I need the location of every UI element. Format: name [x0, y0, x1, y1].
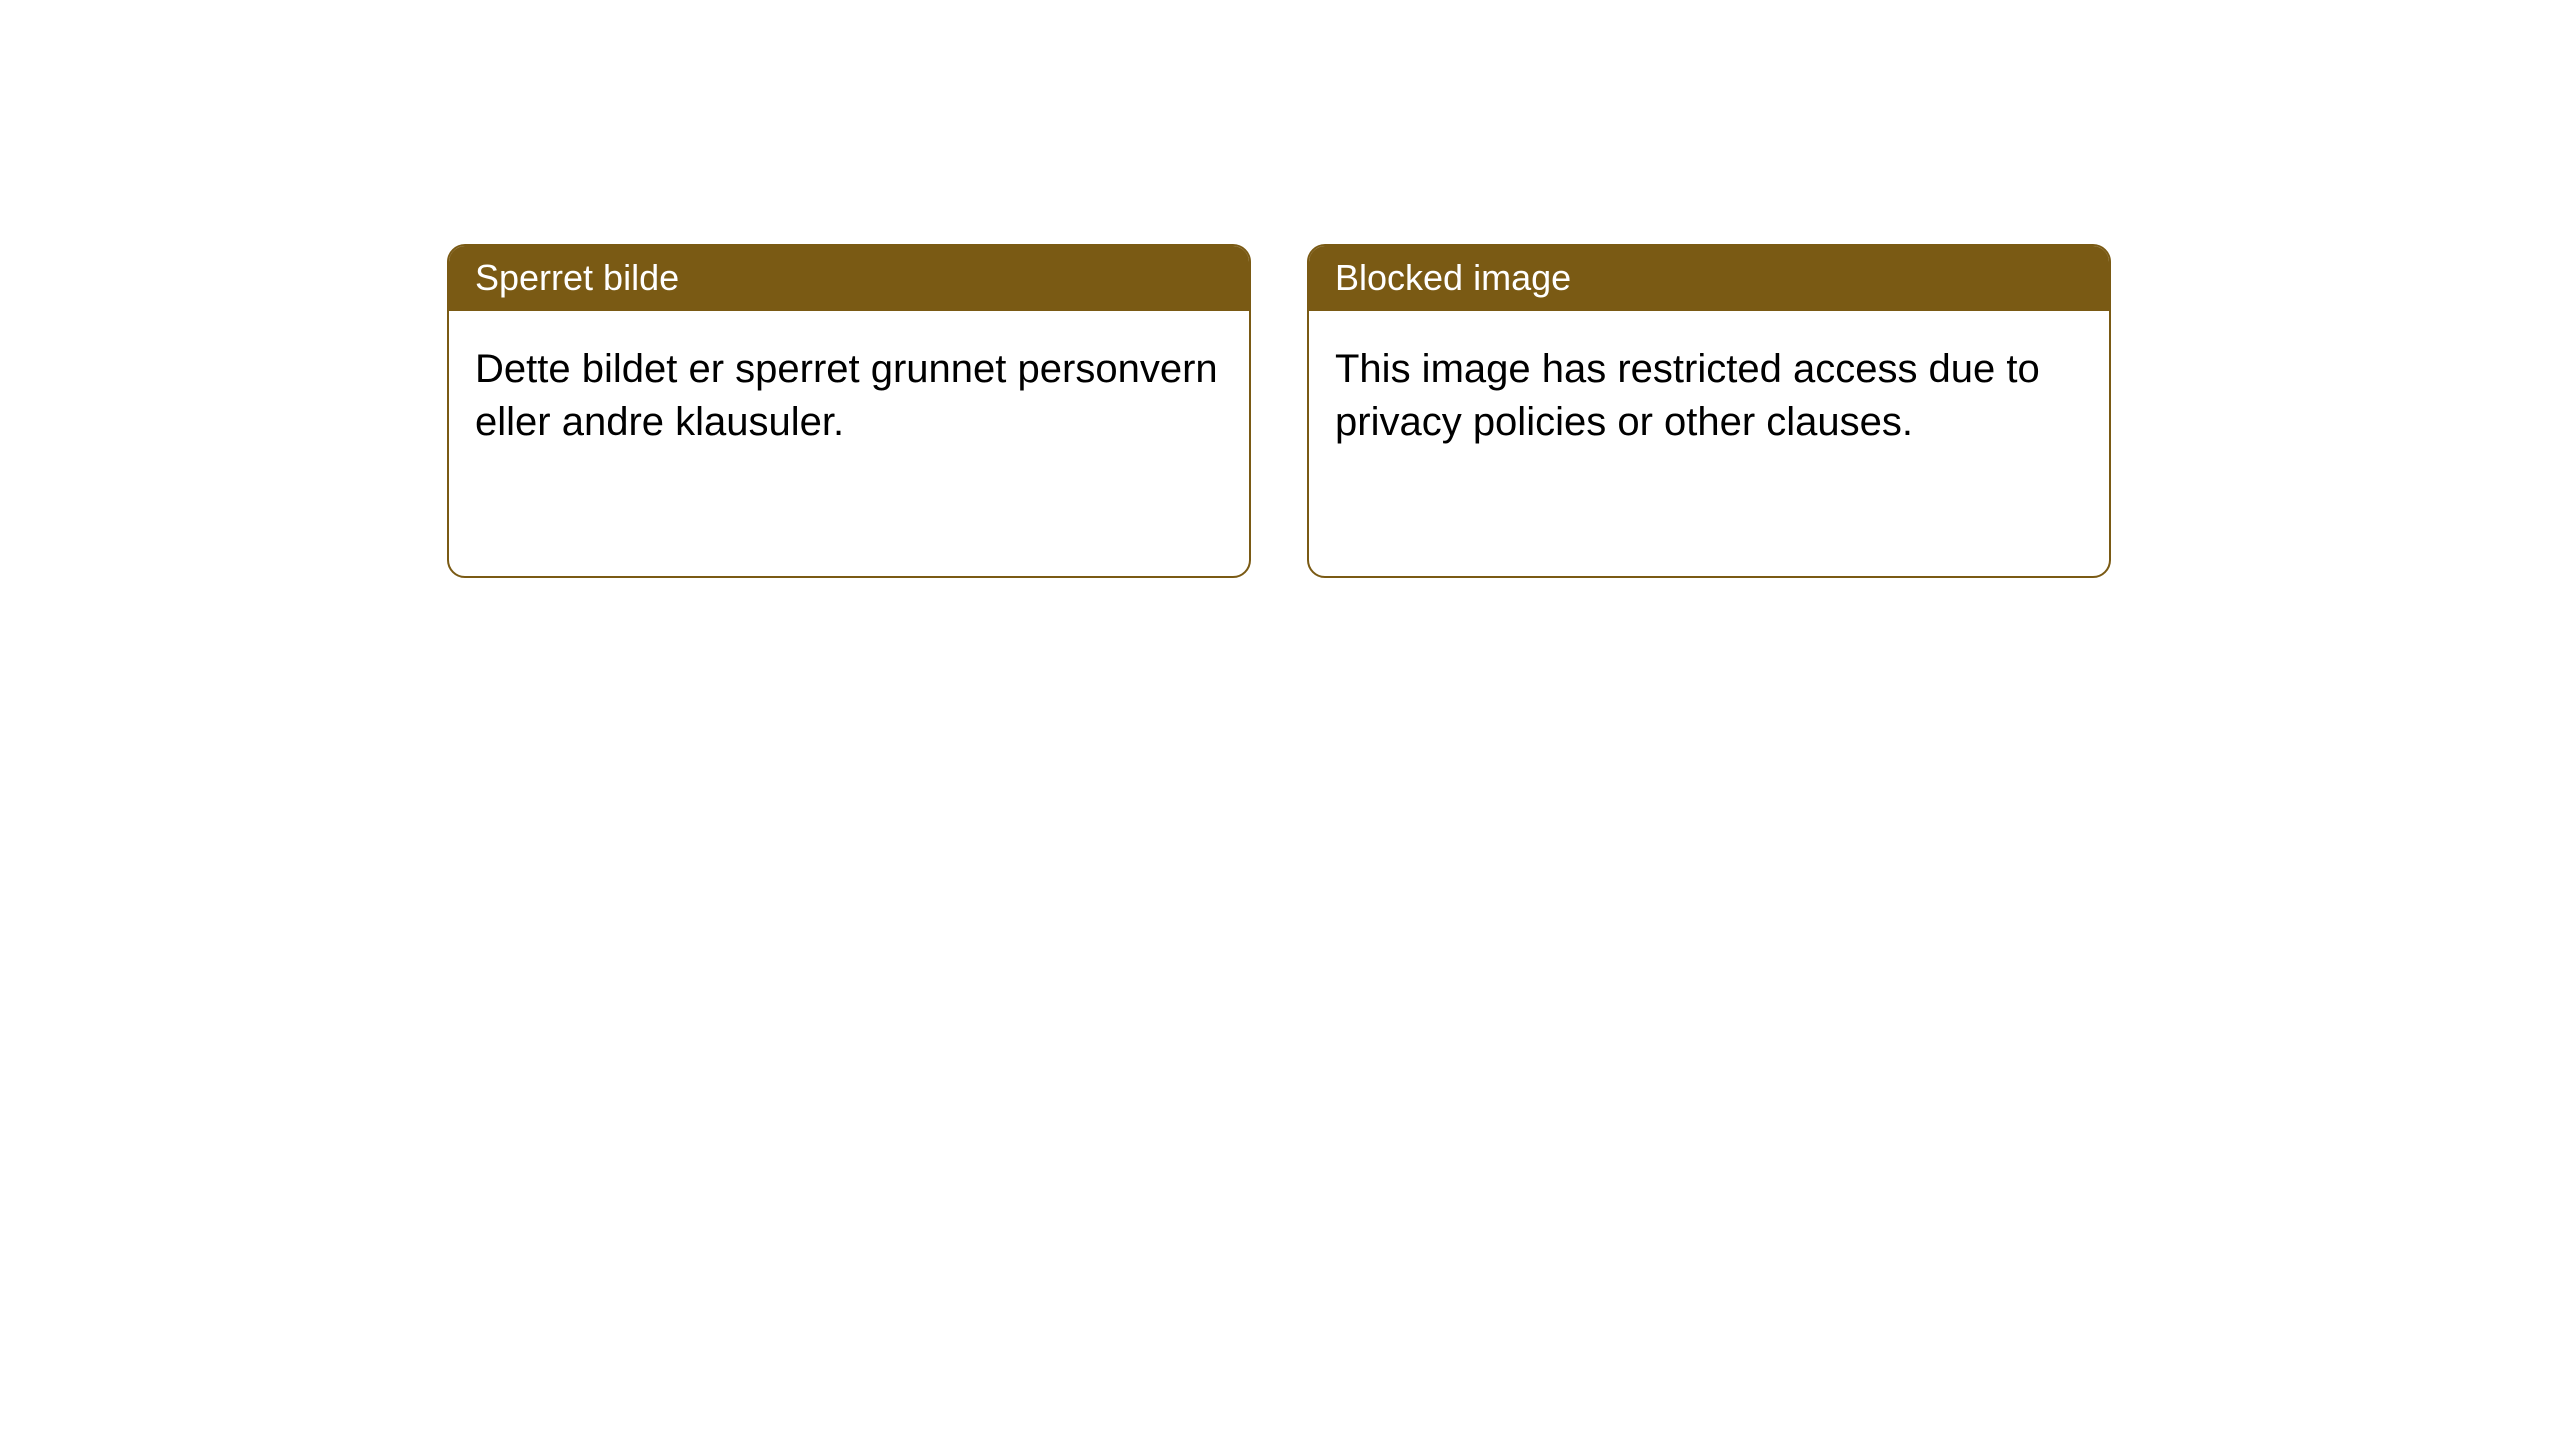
notice-container: Sperret bilde Dette bildet er sperret gr… [447, 244, 2111, 578]
card-body-norwegian: Dette bildet er sperret grunnet personve… [449, 311, 1249, 475]
card-body-english: This image has restricted access due to … [1309, 311, 2109, 475]
notice-card-norwegian: Sperret bilde Dette bildet er sperret gr… [447, 244, 1251, 578]
card-header-english: Blocked image [1309, 246, 2109, 311]
notice-card-english: Blocked image This image has restricted … [1307, 244, 2111, 578]
card-header-norwegian: Sperret bilde [449, 246, 1249, 311]
